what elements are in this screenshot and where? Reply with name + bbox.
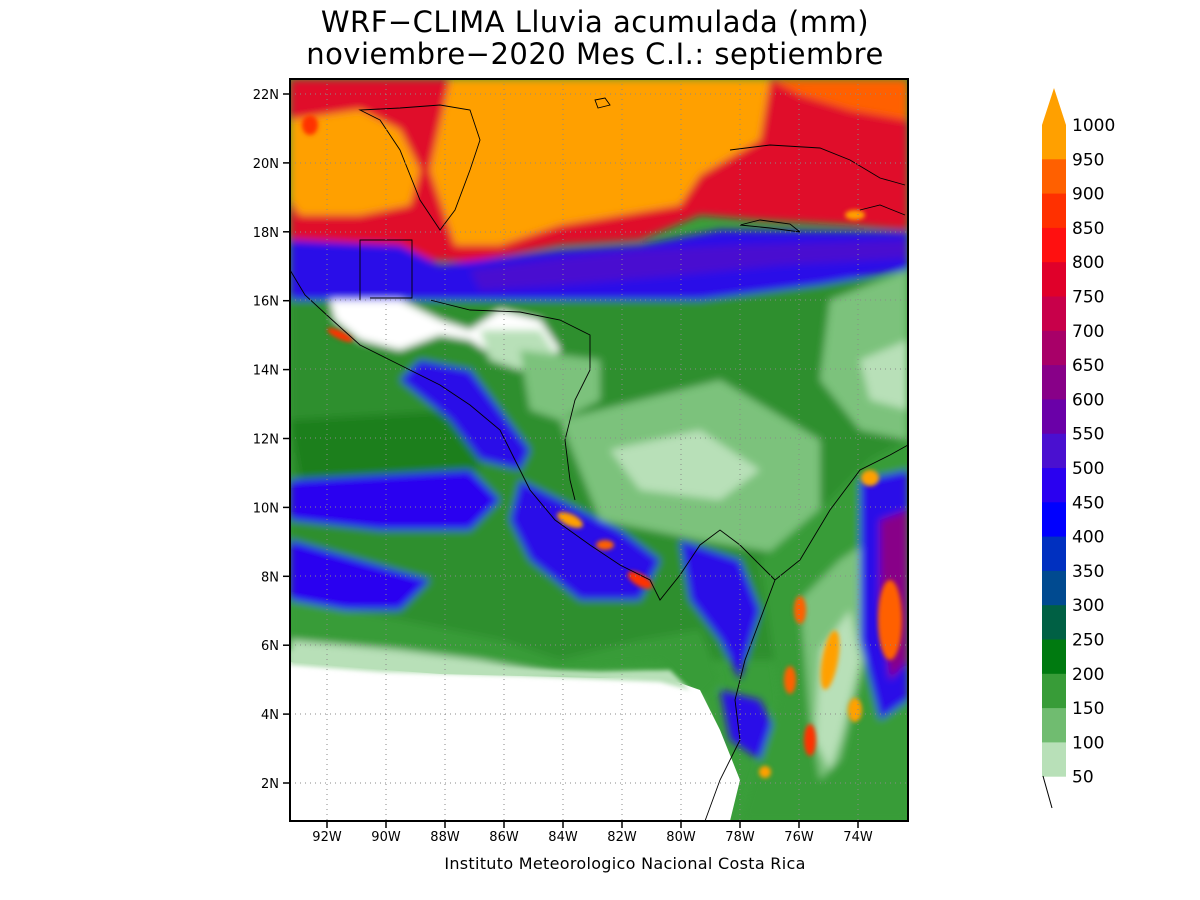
y-axis: 22N 20N 18N 16N 14N 12N 10N 8N 6N 4N 2N [253, 88, 290, 792]
y-tick-label: 22N [253, 88, 279, 103]
colorbar-label: 900 [1072, 185, 1104, 205]
colorbar-swatch [1042, 125, 1066, 160]
colorbar-label: 600 [1072, 390, 1104, 410]
colorbar-label: 650 [1072, 356, 1104, 376]
x-tick-label: 74W [843, 830, 873, 845]
y-tick-label: 4N [261, 708, 279, 723]
y-tick-label: 18N [253, 226, 279, 241]
y-tick-label: 16N [253, 295, 279, 310]
graticule [290, 79, 908, 821]
colorbar-label: 250 [1072, 631, 1104, 651]
colorbar-swatch [1042, 399, 1066, 435]
coastlines [290, 97, 908, 821]
colorbar-label: 50 [1072, 768, 1094, 788]
y-tick-label: 10N [253, 501, 279, 516]
x-tick-label: 86W [489, 830, 519, 845]
map-title-line-2: noviembre−2020 Mes C.I.: septiembre [306, 37, 884, 71]
x-tick-label: 82W [607, 830, 637, 845]
colorbar-label: 300 [1072, 596, 1104, 616]
colorbar-swatch [1042, 536, 1066, 572]
x-tick-label: 92W [312, 830, 342, 845]
x-tick-label: 76W [784, 830, 814, 845]
colorbar-swatch [1042, 673, 1066, 709]
x-tick-label: 80W [666, 830, 696, 845]
colorbar-swatch [1042, 365, 1066, 400]
map-frame [289, 78, 909, 822]
colorbar-label: 500 [1072, 459, 1104, 479]
colorbar-swatch [1042, 639, 1066, 675]
colorbar-swatch [1042, 570, 1066, 606]
colorbar-tail [1042, 775, 1053, 809]
credit-text: Instituto Meteorologico Nacional Costa R… [444, 854, 806, 873]
colorbar-label: 850 [1072, 219, 1104, 239]
rainfall-field [290, 79, 908, 821]
y-tick-label: 8N [261, 570, 279, 585]
colorbar-swatch [1042, 296, 1066, 332]
colorbar-swatch [1042, 605, 1066, 640]
colorbar-label: 200 [1072, 665, 1104, 685]
colorbar-label: 550 [1072, 425, 1104, 445]
colorbar-swatch [1042, 330, 1066, 366]
colorbar-swatch [1042, 468, 1066, 503]
x-axis: 92W 90W 88W 86W 84W 82W 80W 78W 76W 74W [312, 821, 873, 845]
colorbar-label: 400 [1072, 528, 1104, 548]
y-tick-label: 6N [261, 639, 279, 654]
x-tick-label: 78W [725, 830, 755, 845]
colorbar-swatch [1042, 262, 1066, 297]
colorbar-swatch [1042, 742, 1066, 778]
colorbar-label: 450 [1072, 493, 1104, 513]
colorbar-swatch [1042, 776, 1066, 812]
y-tick-label: 12N [253, 433, 279, 448]
x-tick-label: 90W [371, 830, 401, 845]
y-tick-label: 14N [253, 364, 279, 379]
colorbar-label: 750 [1072, 288, 1104, 308]
y-tick-label: 20N [253, 157, 279, 172]
x-tick-label: 88W [430, 830, 460, 845]
colorbar-label: 150 [1072, 699, 1104, 719]
colorbar-extend-arrow [1042, 88, 1066, 125]
colorbar-swatch [1042, 193, 1066, 229]
colorbar-label: 1000 [1072, 116, 1115, 136]
y-tick-label: 2N [261, 777, 279, 792]
colorbar-swatch [1042, 227, 1066, 263]
colorbar-label: 800 [1072, 253, 1104, 273]
map-title-line-1: WRF−CLIMA Lluvia acumulada (mm) [320, 5, 870, 39]
colorbar-swatch [1042, 159, 1066, 195]
colorbar-label: 950 [1072, 150, 1104, 170]
colorbar-swatch [1042, 433, 1066, 469]
colorbar-swatch [1042, 708, 1066, 743]
colorbar-label: 350 [1072, 562, 1104, 582]
x-tick-label: 84W [548, 830, 578, 845]
colorbar-label: 700 [1072, 322, 1104, 342]
colorbar: 1000 950 900 850 800 750 700 650 600 550 500 450 400… [1042, 88, 1115, 812]
colorbar-label: 100 [1072, 733, 1104, 753]
colorbar-swatch [1042, 502, 1066, 538]
